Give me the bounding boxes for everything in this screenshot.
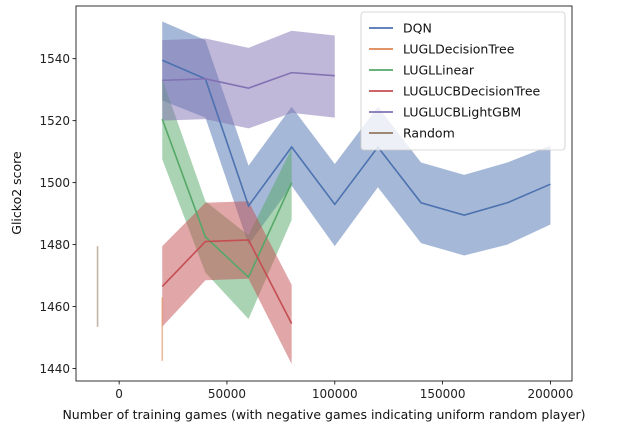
- x-axis-ticks: 0 50000 100000 150000 200000: [115, 381, 573, 401]
- confidence-bands: [162, 21, 551, 364]
- y-axis-ticks: 1440 1460 1480 1500 1520 1540: [39, 52, 76, 376]
- vertical-bands: [96, 246, 164, 361]
- y-tick-label: 1540: [39, 52, 70, 66]
- x-tick-label: 0: [115, 387, 123, 401]
- band-luglucbdecisiontree: [162, 201, 292, 364]
- series-lines: [161, 59, 551, 325]
- y-tick-label: 1480: [39, 238, 70, 252]
- legend-entry-luglucbdecisiontree: LUGLUCBDecisionTree: [403, 84, 541, 99]
- legend-entry-random: Random: [403, 126, 455, 141]
- y-tick-label: 1460: [39, 300, 70, 314]
- y-tick-label: 1520: [39, 114, 70, 128]
- x-tick-label: 150000: [420, 387, 466, 401]
- y-axis-label: Glicko2 score: [9, 151, 24, 235]
- y-tick-label: 1440: [39, 362, 70, 376]
- x-tick-label: 100000: [312, 387, 358, 401]
- line-luglucbdecisiontree: [161, 239, 293, 325]
- plot-frame: [75, 5, 573, 382]
- legend-entry-lugldecisiontree: LUGLDecisionTree: [403, 42, 515, 57]
- legend-entry-dqn: DQN: [403, 21, 432, 36]
- legend: DQN LUGLDecisionTree LUGLLinear LUGLUCBDeci…: [360, 11, 566, 151]
- band-luglucblightgbm: [162, 30, 335, 129]
- legend-entry-luglucblightgbm: LUGLUCBLightGBM: [403, 105, 521, 120]
- x-tick-label: 50000: [208, 387, 246, 401]
- x-axis-label: Number of training games (with negative …: [62, 407, 585, 422]
- y-tick-label: 1500: [39, 176, 70, 190]
- legend-entry-lugllinear: LUGLLinear: [403, 63, 475, 78]
- line-lugllinear: [161, 118, 293, 279]
- line-luglucblightgbm: [162, 71, 335, 89]
- band-dqn: [162, 21, 551, 256]
- legend-box: [360, 11, 566, 151]
- line-dqn: [161, 59, 551, 217]
- x-tick-label: 200000: [528, 387, 574, 401]
